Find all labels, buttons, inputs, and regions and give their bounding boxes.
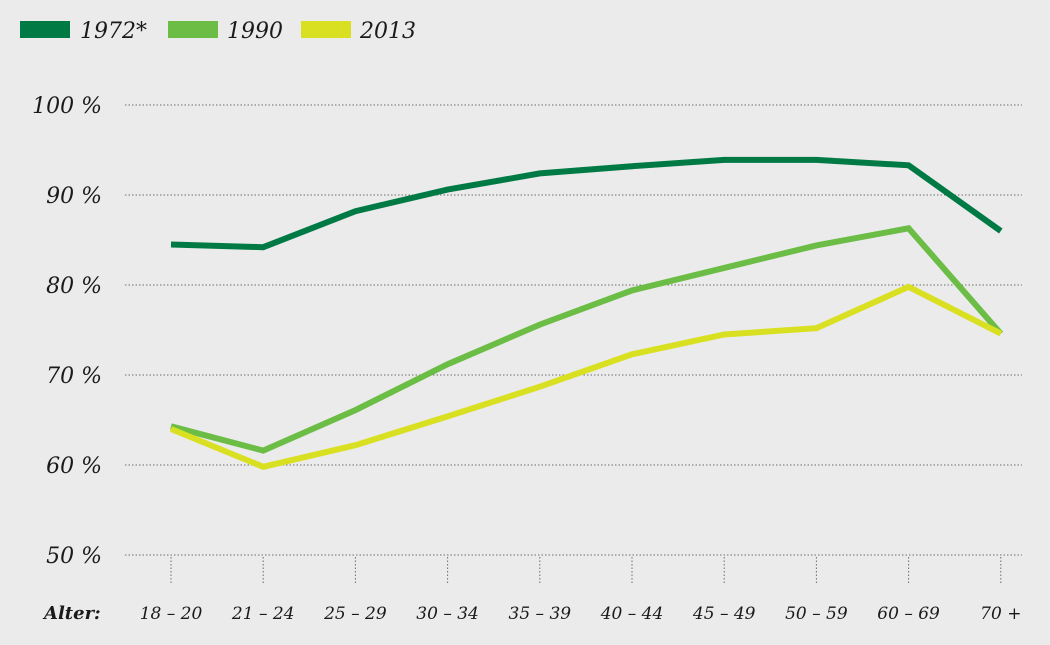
y-tick-label-60: 60 % [46, 454, 102, 479]
legend-swatch-0 [20, 21, 70, 38]
y-tick-label-80: 80 % [46, 274, 102, 299]
series-line-1 [170, 225, 1004, 454]
y-tick-label-70: 70 % [46, 364, 102, 389]
x-tick-label-3: 30 – 34 [416, 604, 479, 624]
x-axis-title: Alter: [42, 603, 101, 624]
series-line-2 [169, 283, 1003, 470]
x-tick-label-7: 50 – 59 [785, 604, 848, 624]
legend-swatch-1 [168, 21, 218, 38]
y-tick-label-100: 100 % [32, 94, 102, 119]
x-axis-ticks: 18 – 20 21 – 24 25 – 29 30 – 34 35 – 39 40 – … [140, 557, 1021, 624]
legend-label-0: 1972* [80, 19, 147, 44]
x-tick-label-8: 60 – 69 [877, 604, 940, 624]
series-lines [169, 156, 1004, 470]
legend-label-2: 2013 [359, 19, 416, 44]
series-line-0 [170, 156, 1003, 251]
x-tick-label-1: 21 – 24 [231, 604, 295, 624]
x-tick-label-4: 35 – 39 [509, 604, 572, 624]
y-tick-label-90: 90 % [46, 184, 102, 209]
x-tick-label-9: 70 + [980, 604, 1021, 624]
x-tick-label-6: 45 – 49 [692, 604, 756, 624]
x-tick-label-0: 18 – 20 [140, 604, 203, 624]
legend-label-1: 1990 [227, 19, 283, 44]
legend-swatch-2 [301, 21, 351, 38]
y-axis-ticks: 50 % 60 % 70 % 80 % 90 % 100 % [32, 94, 102, 569]
legend: 1972* 1990 2013 [20, 19, 416, 44]
y-tick-label-50: 50 % [46, 544, 102, 569]
x-tick-label-5: 40 – 44 [600, 604, 664, 624]
x-tick-label-2: 25 – 29 [323, 604, 387, 624]
